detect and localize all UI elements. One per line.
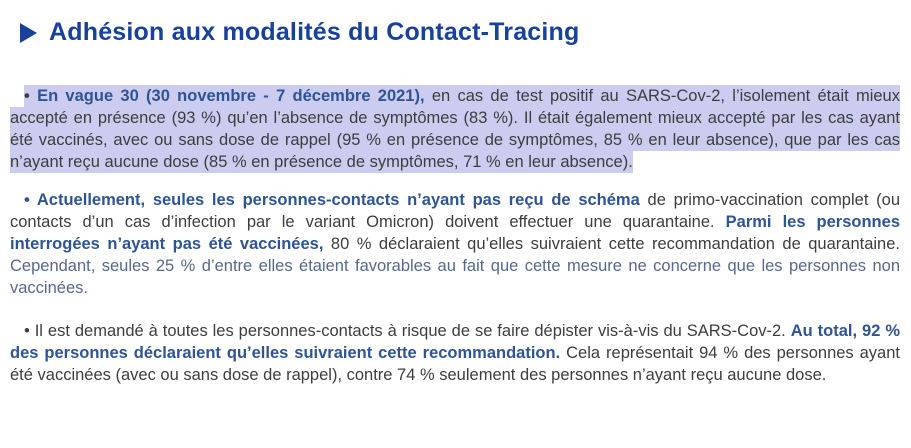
bullet-icon: • xyxy=(24,87,38,105)
paragraph-wave30-isolation: • En vague 30 (30 novembre - 7 décembre … xyxy=(10,85,900,173)
paragraph-quarantine-rules: • Actuellement, seules les personnes-con… xyxy=(10,189,900,299)
emphasis-text: • Actuellement, seules les personnes-con… xyxy=(24,191,640,209)
emphasis-text: Parmi les personnes interrogées n’ayant … xyxy=(10,213,900,253)
body-text: en cas de test positif au SARS-Cov-2, l’… xyxy=(10,87,900,171)
emphasis-text: En vague 30 (30 novembre - 7 décembre 20… xyxy=(37,87,425,105)
highlighted-text: • En vague 30 (30 novembre - 7 décembre … xyxy=(10,85,900,173)
secondary-emphasis-text: Cependant, seules 25 % d’entre elles éta… xyxy=(10,257,900,297)
page-title: Adhésion aux modalités du Contact-Tracin… xyxy=(49,18,580,46)
body-text: de primo-vaccination complet (ou contact… xyxy=(10,191,900,231)
section-header: Adhésion aux modalités du Contact-Tracin… xyxy=(20,18,891,47)
emphasis-text: Au total, 92 % des personnes déclaraient… xyxy=(10,322,900,362)
body-text: 80 % déclaraient qu’elles suivraient cet… xyxy=(323,235,900,253)
body-text: Cela représentait 94 % des personnes aya… xyxy=(10,344,900,384)
body-text: • Il est demandé à toutes les personnes-… xyxy=(24,322,791,340)
paragraph-testing-recommendation: • Il est demandé à toutes les personnes-… xyxy=(10,320,900,386)
right-arrow-icon xyxy=(20,22,37,43)
